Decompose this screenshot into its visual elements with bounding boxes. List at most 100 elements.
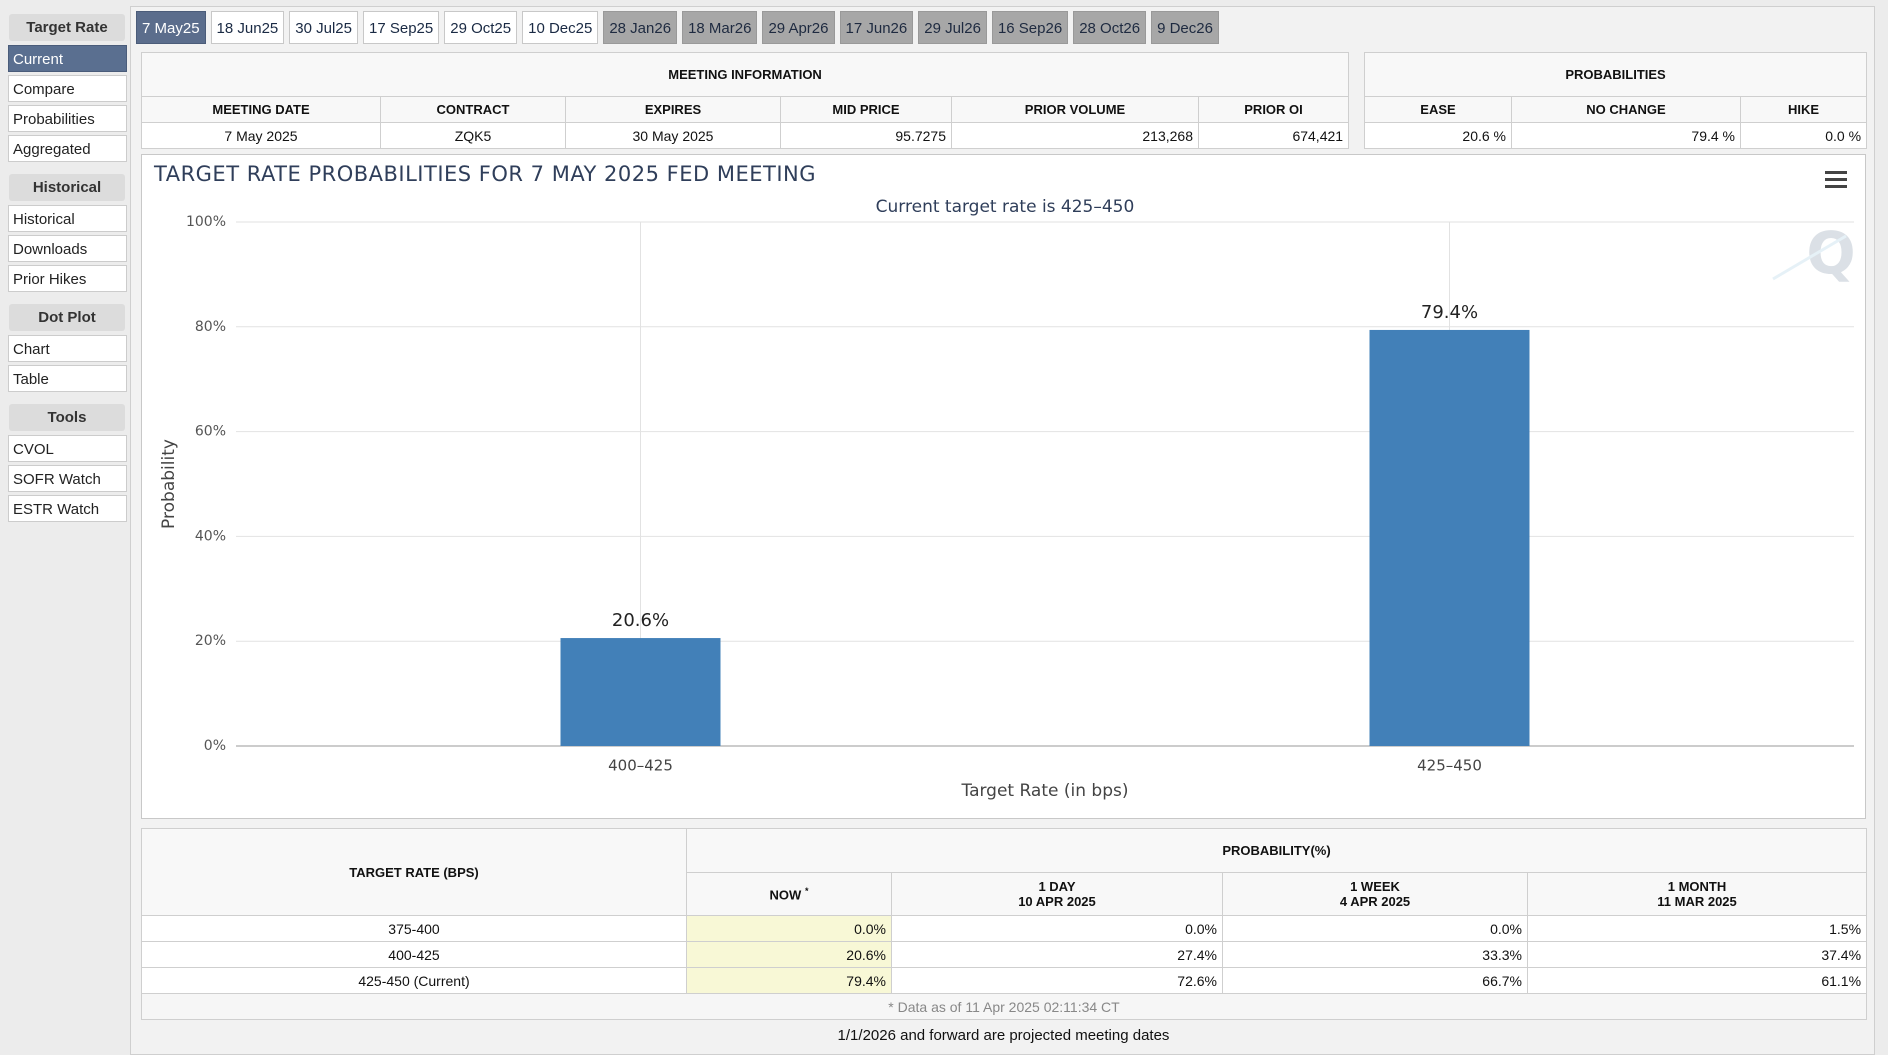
column-header: 1 WEEK 4 APR 2025: [1222, 872, 1528, 916]
x-tick-label: 425–450: [1417, 757, 1482, 775]
header-row: EASE NO CHANGE HIKE: [1364, 96, 1868, 123]
meeting-tab[interactable]: 18 Jun25: [210, 11, 285, 44]
section-title: Historical: [9, 174, 125, 201]
column-date: 11 MAR 2025: [1657, 894, 1737, 909]
column-header: NOW *: [686, 872, 892, 916]
y-tick-label: 40%: [195, 528, 226, 544]
cell: 674,421: [1197, 122, 1350, 149]
y-tick-label: 100%: [186, 214, 226, 230]
cell: 0.0%: [1222, 915, 1528, 942]
column-label: 1 WEEK: [1350, 879, 1400, 894]
chart: Q TARGET RATE PROBABILITIES FOR 7 MAY 20…: [141, 154, 1866, 819]
projected-meeting-tab[interactable]: 28 Oct26: [1073, 11, 1147, 44]
sidebar-section: Target Rate Current Compare Probabilities Ag…: [0, 14, 129, 162]
nav-item[interactable]: Table: [8, 365, 127, 392]
data-row: 20.6 % 79.4 % 0.0 %: [1364, 122, 1868, 149]
sidebar-section: Tools CVOL SOFR Watch ESTR Watch: [0, 404, 129, 522]
nav-item[interactable]: Downloads: [8, 235, 127, 262]
projected-meeting-tab[interactable]: 9 Dec26: [1151, 11, 1219, 44]
probabilities-table: PROBABILITIES EASE NO CHANGE HIKE 20.6 % 79.4…: [1363, 52, 1868, 149]
sidebar: Target Rate Current Compare Probabilities Ag…: [0, 0, 129, 1055]
meeting-tab[interactable]: 30 Jul25: [289, 11, 358, 44]
projected-meeting-tab[interactable]: 29 Jul26: [918, 11, 987, 44]
data-row: 7 May 2025 ZQK5 30 May 2025 95.7275 213,268 6…: [141, 122, 1350, 149]
column-header: PRIOR VOLUME: [951, 96, 1199, 123]
rate-header: TARGET RATE (BPS): [141, 828, 687, 916]
bar: [1369, 329, 1530, 746]
column-header: CONTRACT: [380, 96, 566, 123]
y-tick-label: 20%: [195, 633, 226, 649]
svg-text:Q: Q: [1806, 219, 1855, 287]
column-label: NOW: [769, 887, 802, 903]
column-label: 1 MONTH: [1667, 879, 1727, 894]
nav-item[interactable]: ESTR Watch: [8, 495, 127, 522]
probability-table: TARGET RATE (BPS) PROBABILITY(%) NOW * 1 DA…: [140, 828, 1868, 1020]
nav-item[interactable]: SOFR Watch: [8, 465, 127, 492]
footer-note: 1/1/2026 and forward are projected meeti…: [837, 1027, 1170, 1044]
nav-item[interactable]: Chart: [8, 335, 127, 362]
cell: 61.1%: [1526, 967, 1868, 994]
header-row: NOW * 1 DAY 10 APR 2025 1 WEEK 4 APR 2025 1 M…: [142, 872, 1868, 916]
nav-item[interactable]: Current: [8, 45, 127, 72]
nav-item[interactable]: Probabilities: [8, 105, 127, 132]
column-header: NO CHANGE: [1511, 96, 1741, 123]
data-row: 425-450 (Current) 79.4% 72.6% 66.7% 61.1%: [141, 967, 1868, 994]
column-header: MEETING DATE: [141, 96, 381, 123]
nav-item[interactable]: Historical: [8, 205, 127, 232]
projected-meeting-tab[interactable]: 18 Mar26: [682, 11, 758, 44]
meeting-info-table: MEETING INFORMATION MEETING DATE CONTRACT E…: [140, 52, 1350, 149]
x-tick-label: 400–425: [608, 757, 673, 775]
nav-item[interactable]: CVOL: [8, 435, 127, 462]
data-row: 400-425 20.6% 27.4% 33.3% 37.4%: [141, 941, 1868, 968]
data-row: 375-400 0.0% 0.0% 0.0% 1.5%: [141, 915, 1868, 942]
cell: 20.6%: [686, 941, 892, 968]
cell: 0.0 %: [1739, 122, 1868, 149]
column-header: 1 MONTH 11 MAR 2025: [1526, 872, 1868, 916]
cell: 37.4%: [1526, 941, 1868, 968]
meeting-tab[interactable]: 29 Oct25: [444, 11, 518, 44]
column-label: 1 DAY: [1038, 879, 1076, 894]
meeting-tab[interactable]: 17 Sep25: [363, 11, 440, 44]
cell: 213,268: [951, 122, 1199, 149]
column-date: 10 APR 2025: [1018, 894, 1096, 909]
projected-meeting-tab[interactable]: 16 Sep26: [991, 11, 1069, 44]
sidebar-section: Historical Historical Downloads Prior Hikes: [0, 174, 129, 292]
cell: 425-450 (Current): [141, 967, 687, 994]
header-row: MEETING DATE CONTRACT EXPIRES MID PRICE PRIO…: [141, 96, 1350, 123]
cell: 66.7%: [1222, 967, 1528, 994]
column-date: 4 APR 2025: [1339, 894, 1411, 909]
footnote-row: * Data as of 11 Apr 2025 02:11:34 CT: [140, 993, 1868, 1020]
menu-icon[interactable]: [1825, 171, 1847, 188]
cell: 79.4%: [686, 967, 892, 994]
y-tick-label: 80%: [195, 319, 226, 335]
column-header: HIKE: [1739, 96, 1868, 123]
section-title: Target Rate: [9, 14, 125, 41]
chart-subtitle: Current target rate is 425–450: [876, 197, 1135, 217]
y-tick-label: 60%: [195, 424, 226, 440]
sidebar-section: Dot Plot Chart Table: [0, 304, 129, 392]
title-row: MEETING INFORMATION: [140, 52, 1350, 97]
nav-item[interactable]: Prior Hikes: [8, 265, 127, 292]
table-title: MEETING INFORMATION: [140, 52, 1350, 97]
nav-item[interactable]: Aggregated: [8, 135, 127, 162]
title-row: PROBABILITIES: [1363, 52, 1868, 97]
value-label: 79.4%: [1421, 302, 1478, 323]
column-header: MID PRICE: [780, 96, 952, 123]
value-label: 20.6%: [612, 610, 669, 631]
column-header: PRIOR OI: [1197, 96, 1350, 123]
cell: 95.7275: [780, 122, 952, 149]
projected-meeting-tab[interactable]: 29 Apr26: [762, 11, 835, 44]
nav-item[interactable]: Compare: [8, 75, 127, 102]
meeting-tab[interactable]: 10 Dec25: [522, 11, 599, 44]
meeting-tab[interactable]: 7 May25: [136, 11, 206, 44]
x-axis-label: Target Rate (in bps): [961, 781, 1129, 801]
footnote: * Data as of 11 Apr 2025 02:11:34 CT: [140, 993, 1868, 1020]
column-header: EASE: [1364, 96, 1512, 123]
projected-meeting-tab[interactable]: 28 Jan26: [603, 11, 678, 44]
projected-meeting-tab[interactable]: 17 Jun26: [839, 11, 914, 44]
cell: 375-400: [141, 915, 687, 942]
column-note: *: [804, 885, 809, 896]
cell: 72.6%: [891, 967, 1223, 994]
section-title: Tools: [9, 404, 125, 431]
cell: 400-425: [141, 941, 687, 968]
